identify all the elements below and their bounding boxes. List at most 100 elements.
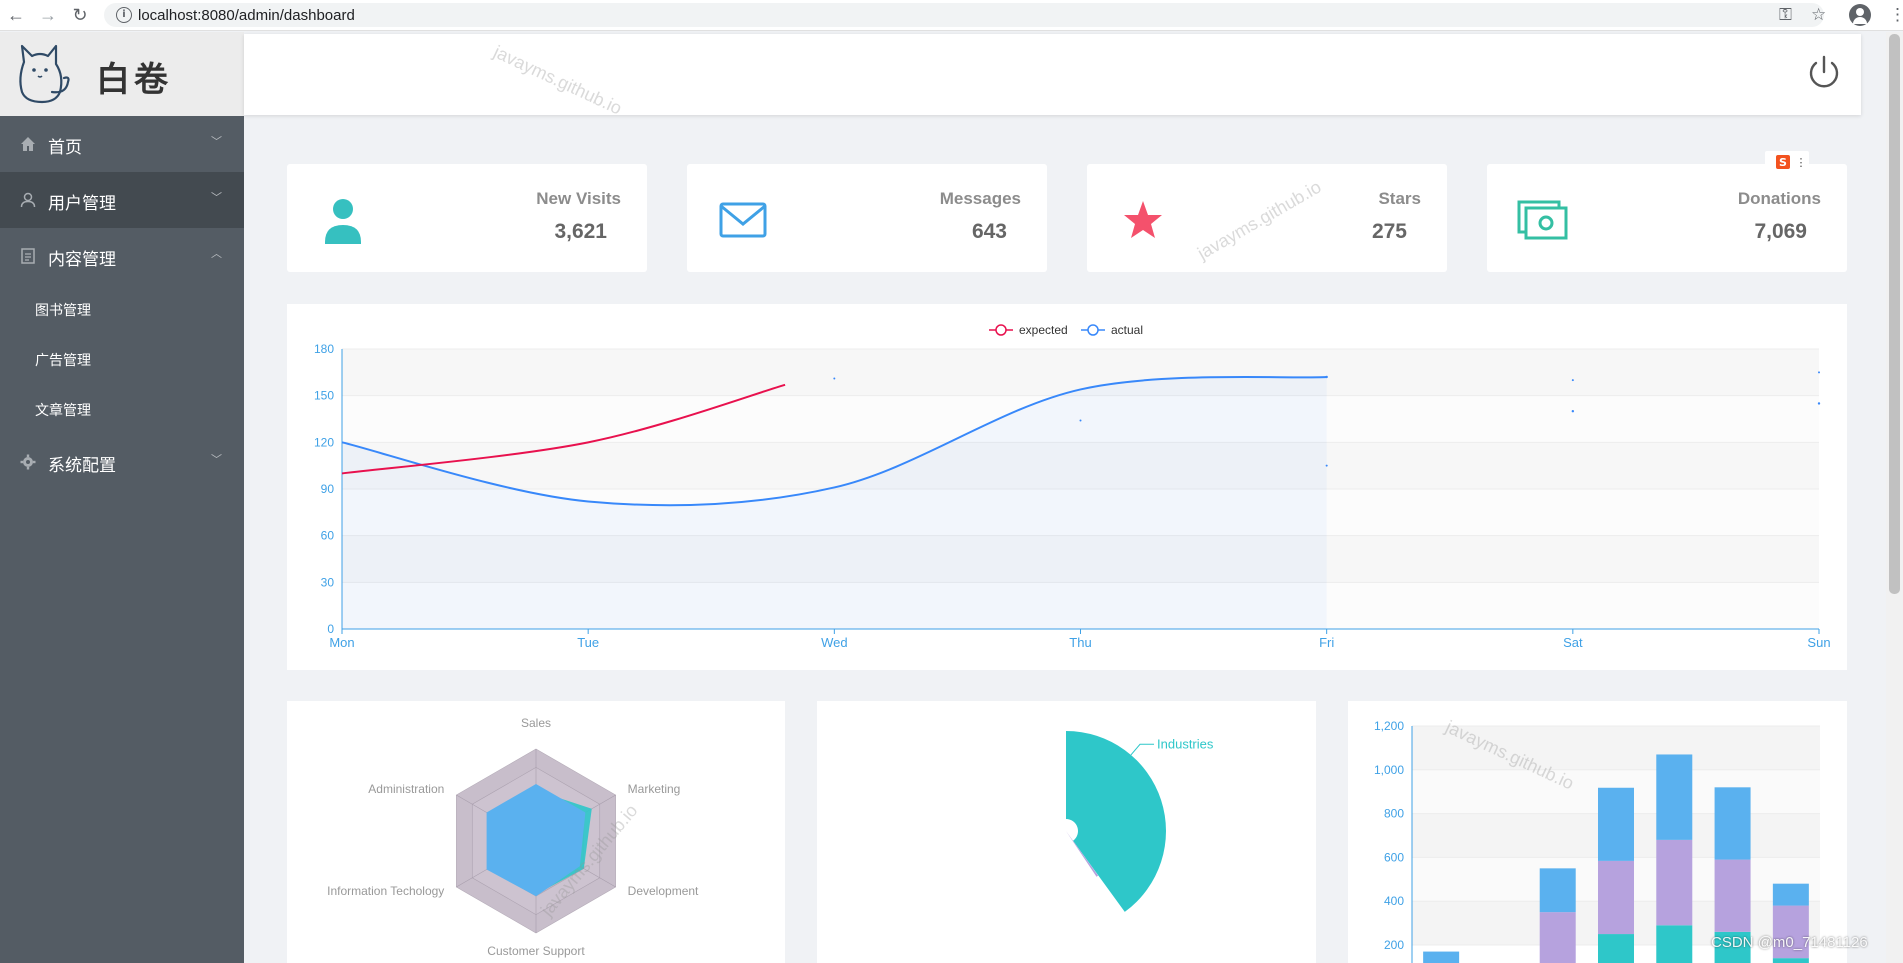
bar [1714, 787, 1751, 860]
browser-menu-icon[interactable]: ⋮ [1889, 5, 1903, 24]
sidebar-subitem-label: 广告管理 [35, 352, 91, 368]
reload-icon[interactable]: ↻ [72, 5, 88, 25]
svg-text:⋮: ⋮ [1796, 156, 1807, 169]
sidebar-subitem-ads[interactable]: 广告管理 [0, 334, 244, 384]
bar [1539, 868, 1576, 913]
pie-chart-panel: Industries [817, 701, 1316, 963]
series-line-actual [341, 375, 1327, 507]
series-point-expected [1571, 379, 1574, 382]
input-method-icon: S ⋮ [1776, 155, 1807, 169]
bar [1598, 787, 1634, 861]
pie-label-line [1130, 743, 1155, 756]
person-icon [325, 199, 361, 244]
pie-slice [1066, 831, 1099, 877]
y-tick-label: 0 [327, 622, 334, 636]
sidebar-subitem-label: 图书管理 [35, 302, 91, 318]
series-point-actual [1325, 375, 1328, 379]
sidebar-item-content[interactable]: 内容管理 ︿ [0, 228, 244, 284]
y-tick-label: 800 [1384, 807, 1404, 821]
grid-band [342, 535, 1819, 583]
x-tick-label: Tue [577, 635, 599, 650]
radar-series-area [486, 783, 586, 897]
gear-icon [20, 454, 36, 470]
y-tick-label: 90 [321, 482, 335, 496]
sidebar-item-label: 用户管理 [48, 194, 116, 213]
bar [1656, 925, 1693, 963]
bar [1772, 958, 1809, 963]
grid-band [342, 395, 1819, 443]
key-icon[interactable]: ⚿ [1779, 5, 1792, 24]
stat-value: 3,621 [554, 220, 607, 243]
sidebar: 白卷 首页 ﹀ 用户管理 ﹀ 内容管理 ︿ 图书管理 广告管理 文章管理 系统配… [0, 32, 244, 963]
radar-chart: Sales Marketing Development Customer Suppor… [327, 716, 699, 958]
stat-card-messages[interactable]: Messages 643 [687, 164, 1047, 272]
x-tick-label: Sun [1807, 635, 1830, 650]
y-tick-label: 200 [1384, 938, 1404, 952]
home-icon [21, 137, 35, 151]
legend-marker [995, 324, 1007, 336]
x-tick-label: Fri [1319, 635, 1334, 650]
sidebar-subitem-books[interactable]: 图书管理 [0, 284, 244, 334]
bookmark-star-icon[interactable]: ☆ [1811, 5, 1827, 24]
x-tick-label: Sat [1563, 635, 1583, 650]
chevron-down-icon: ﹀ [211, 136, 222, 148]
series-point-expected [1079, 419, 1082, 422]
sidebar-subitem-articles[interactable]: 文章管理 [0, 384, 244, 434]
back-icon[interactable]: ← [7, 5, 25, 25]
y-tick-label: 1,200 [1374, 719, 1404, 733]
radar-indicator-label: Administration [368, 782, 444, 796]
bar [1714, 859, 1751, 932]
csdn-watermark: CSDN @m0_71481126 [1711, 934, 1868, 951]
radar-chart-panel: Sales Marketing Development Customer Suppor… [287, 701, 785, 963]
address-bar[interactable]: i localhost:8080/admin/dashboard [104, 3, 1824, 27]
bar [1772, 883, 1809, 906]
sidebar-subitem-label: 文章管理 [35, 402, 91, 418]
stat-card-new-visits[interactable]: New Visits 3,621 [287, 164, 647, 272]
stat-value: 643 [971, 220, 1007, 243]
pie-chart: Industries [1066, 731, 1214, 912]
app-title: 白卷 [96, 61, 172, 99]
pie-label: Industries [1157, 736, 1214, 751]
bar [1539, 912, 1576, 963]
floating-widget[interactable]: S ⋮ [1765, 151, 1809, 173]
sidebar-item-label: 系统配置 [48, 456, 116, 475]
stat-card-stars[interactable]: Stars 275 [1087, 164, 1447, 272]
bar [1714, 931, 1751, 963]
bar [1656, 839, 1693, 926]
sidebar-item-settings[interactable]: 系统配置 ﹀ [0, 434, 244, 490]
browser-toolbar: ← → ↻ i localhost:8080/admin/dashboard ⚿… [0, 0, 1903, 31]
forward-icon[interactable]: → [39, 5, 57, 25]
line-chart-panel: 0 30 60 90 120 150 180 Mon Tue Wed Thu Fri Sat Sun exp… [287, 304, 1847, 670]
account-icon[interactable] [1849, 4, 1871, 26]
series-point-expected [833, 377, 836, 380]
grid-band [342, 349, 1819, 396]
stat-card-donations[interactable]: Donations 7,069 [1487, 164, 1847, 272]
grid-band [342, 582, 1819, 629]
bar-chart-panel: 200 400 600 800 1,000 1,200 [1348, 701, 1847, 963]
chevron-down-icon: ﹀ [211, 192, 222, 204]
bar [1598, 860, 1634, 935]
cat-logo-icon [19, 44, 70, 104]
chevron-down-icon: ﹀ [211, 454, 222, 466]
y-tick-label: 150 [314, 389, 334, 403]
bar [1772, 905, 1809, 959]
y-tick-label: 180 [314, 342, 334, 356]
info-icon[interactable]: i [116, 7, 132, 23]
grid-band [1412, 726, 1820, 770]
y-tick-label: 120 [314, 435, 334, 449]
radar-indicator-label: Information Techology [327, 884, 444, 898]
radar-indicator-label: Sales [521, 716, 551, 730]
scrollbar-thumb[interactable] [1889, 34, 1900, 594]
bar [1656, 754, 1693, 840]
url-text[interactable]: localhost:8080/admin/dashboard [138, 7, 355, 24]
sidebar-item-users[interactable]: 用户管理 ﹀ [0, 172, 244, 228]
stat-value: 275 [1371, 220, 1407, 243]
legend-label: expected [1019, 323, 1068, 337]
power-icon[interactable] [1805, 54, 1843, 92]
sidebar-item-home[interactable]: 首页 ﹀ [0, 116, 244, 172]
line-chart: 0 30 60 90 120 150 180 Mon Tue Wed Thu Fri Sat Sun exp… [314, 323, 1831, 650]
series-area-actual [342, 376, 1327, 629]
x-tick-label: Mon [329, 635, 354, 650]
bar [1598, 934, 1634, 963]
sidebar-item-label: 首页 [48, 138, 82, 157]
